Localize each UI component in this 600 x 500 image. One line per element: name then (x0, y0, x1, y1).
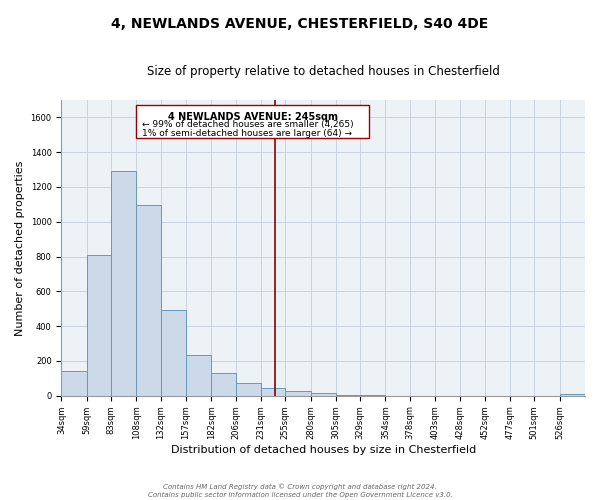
Title: Size of property relative to detached houses in Chesterfield: Size of property relative to detached ho… (147, 65, 500, 78)
Text: ← 99% of detached houses are smaller (4,265): ← 99% of detached houses are smaller (4,… (142, 120, 354, 129)
Bar (87, 255, 111, 396)
Text: 1% of semi-detached houses are larger (64) →: 1% of semi-detached houses are larger (6… (142, 128, 352, 138)
Y-axis label: Number of detached properties: Number of detached properties (15, 160, 25, 336)
FancyBboxPatch shape (136, 105, 369, 138)
Text: 4, NEWLANDS AVENUE, CHESTERFIELD, S40 4DE: 4, NEWLANDS AVENUE, CHESTERFIELD, S40 4D… (112, 18, 488, 32)
Bar (236, 382, 261, 396)
Bar (186, 355, 211, 396)
Bar (61, 372, 87, 396)
Text: 4 NEWLANDS AVENUE: 245sqm: 4 NEWLANDS AVENUE: 245sqm (168, 112, 338, 122)
Bar (311, 393, 336, 396)
Bar (211, 373, 236, 396)
Bar (111, 172, 136, 396)
Bar (285, 392, 311, 396)
Text: Contains HM Land Registry data © Crown copyright and database right 2024.
Contai: Contains HM Land Registry data © Crown c… (148, 484, 452, 498)
Bar (560, 394, 585, 396)
Bar (161, 310, 186, 396)
Bar (336, 395, 360, 396)
X-axis label: Distribution of detached houses by size in Chesterfield: Distribution of detached houses by size … (170, 445, 476, 455)
Bar (136, 205, 161, 396)
Bar (261, 388, 285, 396)
